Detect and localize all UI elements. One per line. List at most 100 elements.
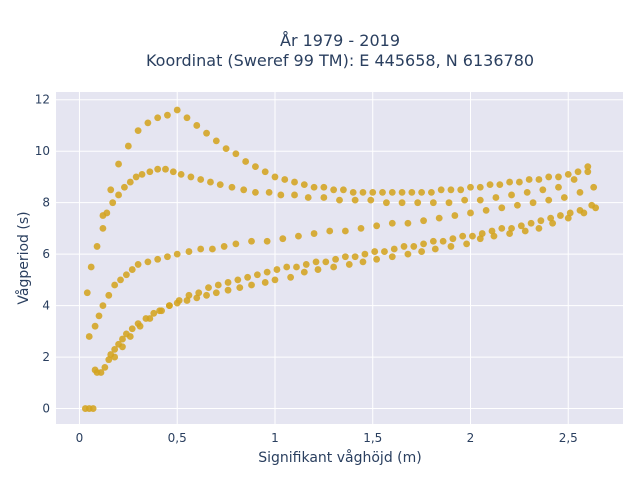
scatter-point — [514, 201, 521, 209]
scatter-point — [117, 276, 124, 284]
chart-title-line-2: Koordinat (Sweref 99 TM): E 445658, N 61… — [146, 51, 534, 70]
scatter-point — [187, 173, 195, 181]
x-tick-label: 1,5 — [363, 431, 382, 445]
scatter-point — [224, 279, 232, 286]
scatter-point — [164, 111, 171, 119]
scatter-point — [449, 235, 457, 243]
scatter-point — [351, 253, 359, 261]
scatter-point — [132, 173, 140, 181]
scatter-point — [467, 209, 474, 217]
scatter-point — [429, 199, 437, 207]
scatter-point — [486, 181, 494, 189]
scatter-point — [99, 212, 107, 219]
scatter-point — [232, 150, 240, 158]
x-tick-labels: 0 0,5 1 1,5 2 2,5 — [76, 431, 578, 445]
scatter-point — [300, 181, 308, 189]
scatter-point — [185, 291, 193, 299]
scatter-point — [234, 276, 242, 284]
scatter-point — [496, 181, 504, 189]
scatter-point — [134, 261, 142, 268]
scatter-point — [566, 209, 574, 217]
scatter-point — [476, 183, 484, 191]
scatter-point — [203, 129, 210, 137]
scatter-point — [463, 240, 470, 248]
scatter-point — [369, 188, 377, 196]
scatter-point — [547, 214, 555, 222]
scatter-point — [119, 335, 126, 343]
scatter-point — [408, 188, 416, 196]
scatter-point — [545, 173, 553, 181]
scatter-point — [341, 227, 349, 235]
scatter-point — [574, 168, 582, 176]
scatter-point — [390, 245, 398, 253]
scatter-point — [478, 230, 486, 237]
scatter-point — [281, 176, 289, 183]
scatter-point — [457, 186, 465, 194]
scatter-point — [515, 178, 523, 186]
scatter-point — [197, 245, 205, 253]
scatter-point — [128, 325, 136, 333]
x-axis-title: Signifikant våghöjd (m) — [258, 449, 421, 466]
y-tick-label: 8 — [42, 196, 50, 210]
scatter-point — [404, 250, 412, 258]
scatter-point — [287, 273, 295, 281]
scatter-point — [242, 158, 250, 165]
scatter-point — [570, 176, 578, 183]
scatter-point — [359, 258, 367, 266]
scatter-point — [490, 232, 498, 240]
scatter-point — [248, 237, 255, 245]
scatter-point — [144, 119, 152, 127]
scatter-point — [564, 214, 572, 222]
scatter-point — [183, 114, 191, 122]
scatter-point — [388, 188, 396, 196]
scatter-point — [273, 266, 281, 273]
y-tick-label: 0 — [42, 402, 50, 416]
scatter-point — [279, 235, 287, 243]
scatter-point — [560, 194, 568, 201]
scatter-point — [517, 222, 525, 230]
scatter-point — [111, 281, 119, 289]
scatter-point — [195, 289, 203, 297]
scatter-point — [252, 188, 259, 196]
scatter-point — [398, 188, 406, 196]
scatter-point — [261, 168, 269, 176]
scatter-point — [523, 188, 531, 196]
scatter-point — [164, 253, 171, 261]
scatter-point — [193, 122, 201, 129]
scatter-point — [506, 230, 513, 237]
scatter-point — [173, 250, 181, 258]
scatter-point — [525, 176, 533, 183]
x-tick-label: 2,5 — [559, 431, 578, 445]
y-tick-label: 4 — [42, 299, 50, 313]
scatter-point — [236, 284, 244, 291]
scatter-point — [205, 284, 212, 291]
scatter-point — [367, 196, 375, 204]
scatter-point — [119, 343, 126, 351]
scatter-point — [154, 165, 162, 173]
scatter-point — [166, 302, 173, 310]
scatter-point — [508, 191, 515, 199]
grid-layer — [56, 92, 623, 424]
x-tick-label: 0,5 — [168, 431, 187, 445]
scatter-point — [183, 297, 191, 304]
y-tick-label: 10 — [35, 144, 50, 158]
scatter-point — [224, 286, 232, 294]
scatter-point — [345, 261, 353, 268]
scatter-point — [527, 219, 535, 227]
scatter-point — [220, 243, 228, 250]
scatter-point — [379, 188, 386, 196]
scatter-point — [400, 243, 408, 250]
scatter-point — [383, 199, 390, 207]
scatter-point — [109, 199, 117, 207]
scatter-point — [248, 281, 255, 289]
scatter-point — [381, 248, 388, 255]
scatter-point — [115, 191, 122, 199]
scatter-point — [445, 199, 453, 207]
scatter-point — [97, 369, 105, 376]
scatter-point — [310, 230, 318, 237]
scatter-point — [330, 263, 338, 271]
scatter-point — [121, 183, 128, 191]
scatter-point — [126, 178, 134, 186]
scatter-point — [431, 245, 439, 253]
scatter-point — [291, 191, 298, 199]
